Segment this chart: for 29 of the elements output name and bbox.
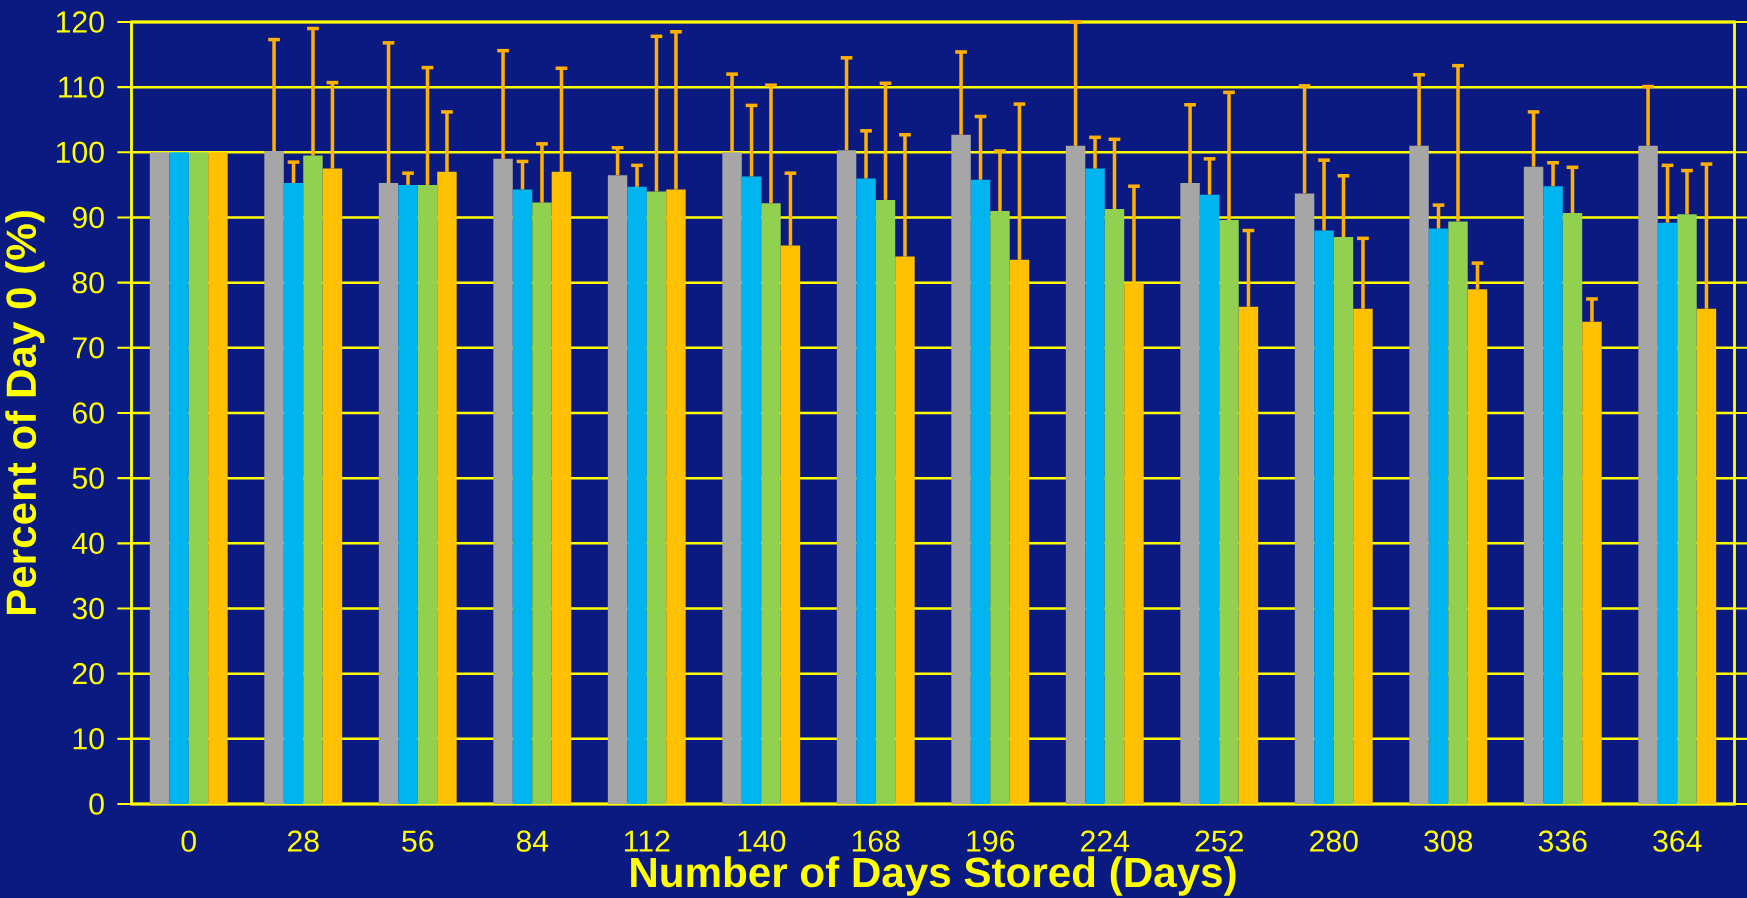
- x-tick-label: 336: [1538, 830, 1587, 852]
- x-tick-label: 224: [1081, 830, 1130, 852]
- y-tick-label: 50: [72, 467, 104, 489]
- x-tick-label: 28: [287, 830, 319, 852]
- x-tick-label: 252: [1195, 830, 1243, 852]
- y-tick-label: 90: [72, 206, 104, 229]
- x-tick-label: 56: [402, 830, 434, 852]
- y-tick-label: 110: [59, 76, 104, 98]
- y-tick-label: 20: [72, 662, 104, 685]
- x-tick-label: 280: [1310, 830, 1358, 852]
- x-tick-label: 364: [1653, 830, 1702, 852]
- y-tick-label: 60: [72, 402, 104, 424]
- x-axis-title: Number of Days Stored (Days): [631, 856, 1236, 896]
- x-tick-label: 308: [1424, 830, 1473, 852]
- x-tick-label: 112: [624, 830, 670, 852]
- y-tick-label: 0: [89, 793, 104, 815]
- x-tick-label: 196: [967, 830, 1015, 852]
- x-tick-label: 84: [516, 830, 549, 852]
- x-tick-label: 168: [852, 830, 900, 852]
- y-tick-label: 30: [72, 597, 104, 620]
- x-tick-label: 0: [181, 830, 196, 852]
- y-tick-label: 70: [72, 337, 104, 359]
- y-tick-label: 10: [73, 728, 104, 750]
- y-tick-label: 40: [72, 532, 104, 555]
- y-tick-label: 80: [72, 271, 104, 294]
- x-tick-label: 140: [738, 830, 786, 852]
- y-axis-title: Percent of Day 0 (%): [5, 211, 45, 615]
- y-tick-label: 100: [56, 141, 104, 163]
- y-tick-label: 120: [56, 11, 104, 33]
